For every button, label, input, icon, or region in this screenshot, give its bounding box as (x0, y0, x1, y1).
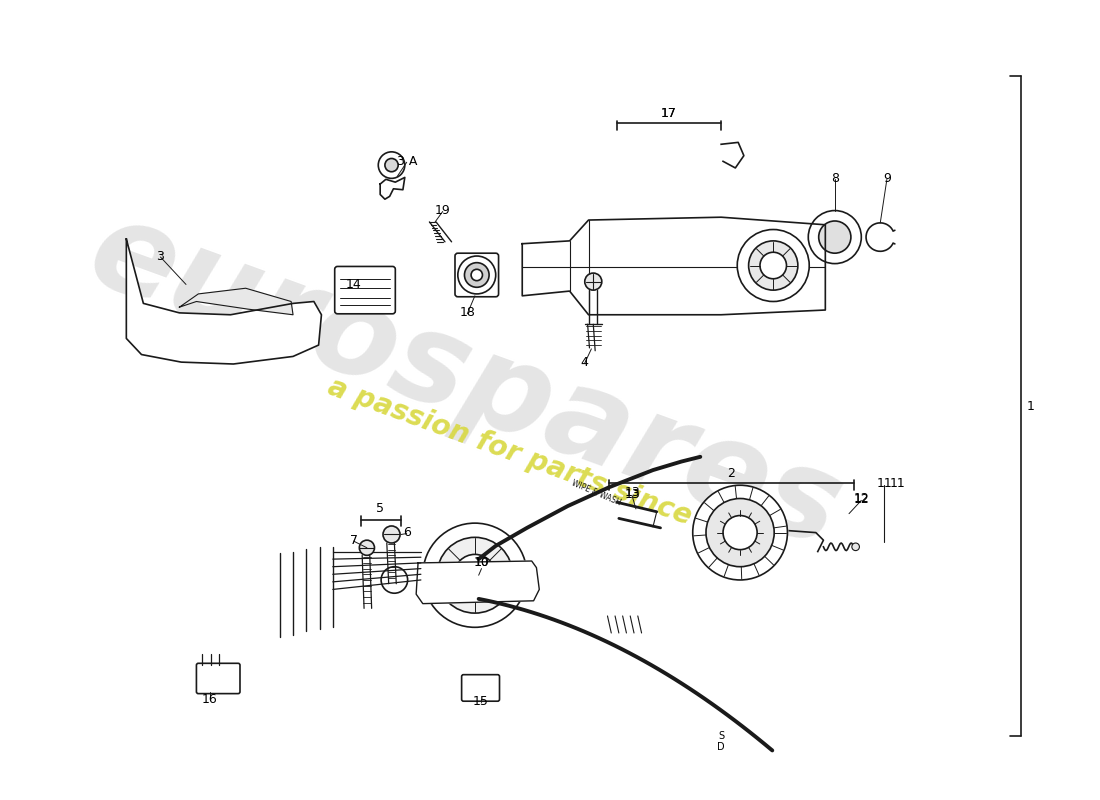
Circle shape (737, 230, 810, 302)
Circle shape (458, 256, 496, 294)
Circle shape (465, 566, 484, 585)
Circle shape (385, 158, 398, 172)
Text: 19: 19 (434, 204, 451, 217)
Text: 1: 1 (1027, 400, 1035, 413)
Circle shape (760, 252, 786, 278)
Text: S: S (718, 731, 724, 742)
Text: D: D (717, 742, 725, 752)
Circle shape (471, 270, 483, 281)
Circle shape (454, 554, 496, 596)
Text: 2: 2 (727, 467, 735, 480)
Text: 18: 18 (460, 306, 475, 319)
Text: 4: 4 (581, 356, 589, 369)
Polygon shape (522, 218, 825, 314)
Polygon shape (179, 288, 293, 314)
Circle shape (749, 241, 798, 290)
Text: 11: 11 (877, 477, 892, 490)
Circle shape (437, 538, 513, 613)
Polygon shape (381, 178, 405, 199)
Circle shape (693, 486, 788, 580)
FancyBboxPatch shape (334, 266, 395, 314)
Circle shape (422, 523, 527, 627)
Text: 5: 5 (376, 502, 384, 515)
Text: 14: 14 (345, 278, 362, 291)
Text: eurospares: eurospares (74, 189, 857, 573)
Text: 13: 13 (624, 488, 640, 502)
Circle shape (723, 515, 757, 550)
Text: 11: 11 (890, 477, 905, 490)
Circle shape (851, 543, 859, 550)
Text: 13: 13 (624, 486, 640, 499)
Text: WIPE & WASH: WIPE & WASH (570, 478, 623, 507)
Circle shape (383, 526, 400, 543)
Text: 15: 15 (473, 694, 488, 708)
Text: 9: 9 (883, 172, 891, 185)
FancyBboxPatch shape (455, 253, 498, 297)
Circle shape (706, 498, 774, 566)
Circle shape (378, 152, 405, 178)
Text: 17: 17 (661, 106, 676, 119)
Circle shape (381, 566, 408, 594)
Circle shape (585, 273, 602, 290)
Text: 3: 3 (156, 250, 164, 262)
Text: 10: 10 (474, 558, 488, 568)
Circle shape (464, 262, 490, 287)
Text: 12: 12 (854, 493, 869, 506)
Text: 17: 17 (661, 106, 676, 119)
Circle shape (360, 540, 374, 555)
FancyBboxPatch shape (462, 674, 499, 701)
Circle shape (818, 221, 851, 253)
Text: 8: 8 (830, 172, 839, 185)
Text: 3 A: 3 A (396, 155, 417, 168)
Circle shape (808, 210, 861, 264)
Text: 10: 10 (474, 557, 490, 570)
Text: 7: 7 (350, 534, 358, 546)
Text: 6: 6 (403, 526, 410, 539)
Text: 16: 16 (201, 693, 218, 706)
Polygon shape (126, 239, 321, 364)
FancyBboxPatch shape (197, 663, 240, 694)
Text: a passion for parts since 1985: a passion for parts since 1985 (324, 373, 778, 560)
Text: 12: 12 (854, 492, 869, 505)
Polygon shape (416, 561, 539, 604)
